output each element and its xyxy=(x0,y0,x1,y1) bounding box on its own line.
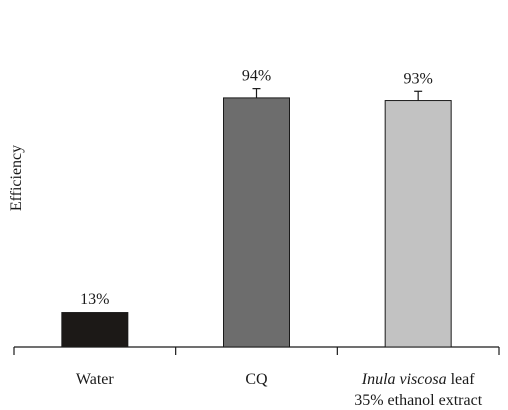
value-label-0: 13% xyxy=(80,291,109,308)
category-label-1: CQ xyxy=(245,371,268,388)
value-label-2: 93% xyxy=(404,70,433,87)
category-label-2: Inula viscosa leaf xyxy=(361,371,476,388)
y-axis-label: Efficiency xyxy=(8,145,25,211)
category-label-2-line2: 35% ethanol extract xyxy=(354,392,483,409)
bar-1 xyxy=(223,97,290,348)
bars xyxy=(61,88,452,348)
bar-2 xyxy=(384,100,452,348)
value-label-1: 94% xyxy=(242,68,271,85)
labels: 13% Water 94% CQ 93% Inula viscosa leaf 35% et… xyxy=(76,68,483,409)
axes xyxy=(13,346,500,355)
bar-0 xyxy=(61,312,129,348)
category-label-0: Water xyxy=(76,371,114,388)
